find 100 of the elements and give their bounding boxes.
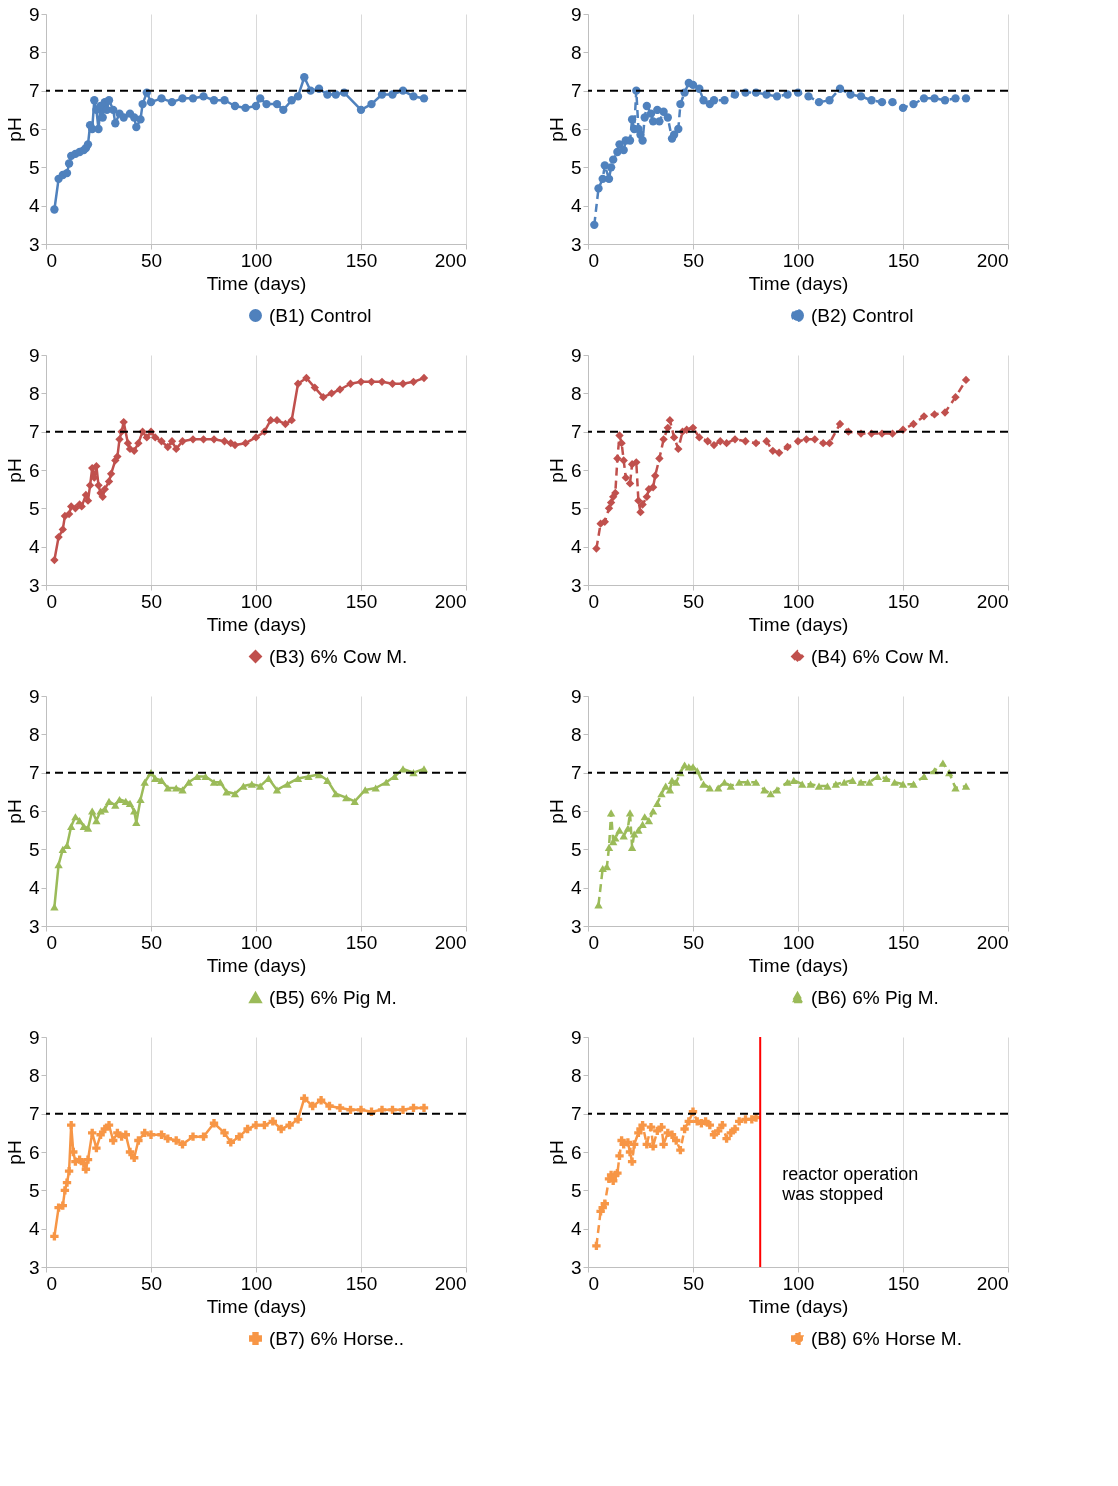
y-tick-label: 7 (570, 1103, 582, 1125)
point (163, 784, 172, 792)
y-tick-label: 6 (570, 1141, 582, 1163)
y-tick-label: 3 (570, 574, 582, 596)
point (151, 774, 160, 783)
x-tick-label: 200 (434, 931, 467, 953)
point (54, 861, 63, 869)
y-axis-title: pH (3, 1140, 25, 1165)
point (184, 778, 193, 786)
x-tick-label: 200 (976, 931, 1009, 953)
point (331, 790, 340, 798)
y-tick-label: 4 (570, 877, 582, 899)
x-tick-label: 100 (240, 249, 273, 271)
y-tick-label: 5 (28, 838, 40, 860)
x-tick-label: 100 (240, 1272, 273, 1294)
point (115, 795, 124, 804)
x-tick-label: 200 (976, 1272, 1009, 1294)
point (293, 774, 303, 783)
point (125, 799, 135, 807)
x-tick-label: 150 (887, 590, 920, 612)
point (350, 797, 359, 806)
legend-label: (B3) 6% Cow M. (269, 645, 408, 667)
y-axis-title: pH (3, 117, 25, 142)
y-tick-label: 6 (28, 118, 40, 140)
point (382, 778, 391, 786)
x-tick-label: 0 (46, 590, 58, 612)
point (283, 780, 292, 788)
x-tick-label: 50 (682, 931, 705, 953)
x-tick-label: 50 (682, 249, 705, 271)
point (342, 793, 351, 802)
x-tick-label: 0 (588, 1272, 600, 1294)
y-tick-label: 9 (570, 685, 582, 707)
point (75, 816, 84, 825)
x-tick-label: 150 (887, 1272, 920, 1294)
point (201, 772, 210, 781)
x-tick-label: 50 (682, 1272, 705, 1294)
point (323, 776, 332, 784)
point (50, 903, 59, 911)
y-tick-label: 3 (570, 233, 582, 255)
x-axis-title: Time (days) (748, 1295, 849, 1317)
point (209, 778, 219, 786)
y-axis-title: pH (545, 1140, 567, 1165)
point (239, 782, 248, 790)
x-tick-label: 0 (46, 249, 58, 271)
legend-label: (B4) 6% Cow M. (811, 645, 950, 667)
point (371, 784, 380, 792)
x-tick-label: 0 (588, 590, 600, 612)
x-tick-label: 100 (240, 590, 273, 612)
x-tick-label: 150 (887, 249, 920, 271)
x-tick-label: 200 (434, 590, 467, 612)
y-tick-label: 4 (28, 877, 40, 899)
y-tick-label: 3 (570, 915, 582, 937)
y-tick-label: 9 (28, 1026, 40, 1048)
y-tick-label: 9 (570, 3, 582, 25)
x-tick-label: 50 (140, 931, 163, 953)
y-tick-label: 6 (28, 1141, 40, 1163)
y-tick-label: 7 (570, 421, 582, 443)
y-tick-label: 6 (28, 800, 40, 822)
point (178, 786, 187, 794)
point (264, 774, 273, 783)
y-tick-label: 8 (570, 1064, 582, 1086)
y-tick-label: 8 (570, 41, 582, 63)
x-tick-label: 50 (140, 590, 163, 612)
y-tick-label: 7 (570, 762, 582, 784)
y-axis-title: pH (545, 458, 567, 483)
y-tick-label: 6 (570, 459, 582, 481)
y-tick-label: 9 (28, 3, 40, 25)
y-tick-label: 5 (28, 1179, 40, 1201)
point (304, 772, 313, 781)
annotation: reactor operation was stopped (781, 1164, 919, 1204)
x-tick-label: 100 (240, 931, 273, 953)
y-tick-label: 4 (28, 1218, 40, 1240)
y-tick-label: 8 (570, 382, 582, 404)
x-tick-label: 50 (682, 590, 705, 612)
y-tick-label: 8 (28, 382, 40, 404)
point (58, 845, 67, 853)
legend-label: (B1) Control (269, 304, 372, 326)
y-tick-label: 4 (570, 1218, 582, 1240)
y-tick-label: 3 (570, 1256, 582, 1278)
y-axis-title: pH (545, 799, 567, 824)
y-tick-label: 5 (570, 156, 582, 178)
y-tick-label: 6 (570, 118, 582, 140)
point (230, 790, 240, 798)
point (157, 776, 166, 784)
x-tick-label: 100 (782, 590, 815, 612)
y-tick-label: 5 (570, 497, 582, 519)
x-axis-title: Time (days) (748, 272, 849, 294)
point (172, 784, 181, 792)
x-tick-label: 0 (588, 931, 600, 953)
y-tick-label: 3 (28, 1256, 40, 1278)
y-tick-label: 8 (28, 41, 40, 63)
y-tick-label: 4 (28, 195, 40, 217)
y-tick-label: 4 (28, 536, 40, 558)
y-tick-label: 3 (28, 233, 40, 255)
y-tick-label: 7 (28, 762, 40, 784)
point (216, 778, 225, 786)
x-tick-label: 150 (345, 590, 378, 612)
y-tick-label: 7 (28, 421, 40, 443)
legend-label: (B8) 6% Horse M. (811, 1327, 962, 1349)
y-tick-label: 5 (28, 156, 40, 178)
